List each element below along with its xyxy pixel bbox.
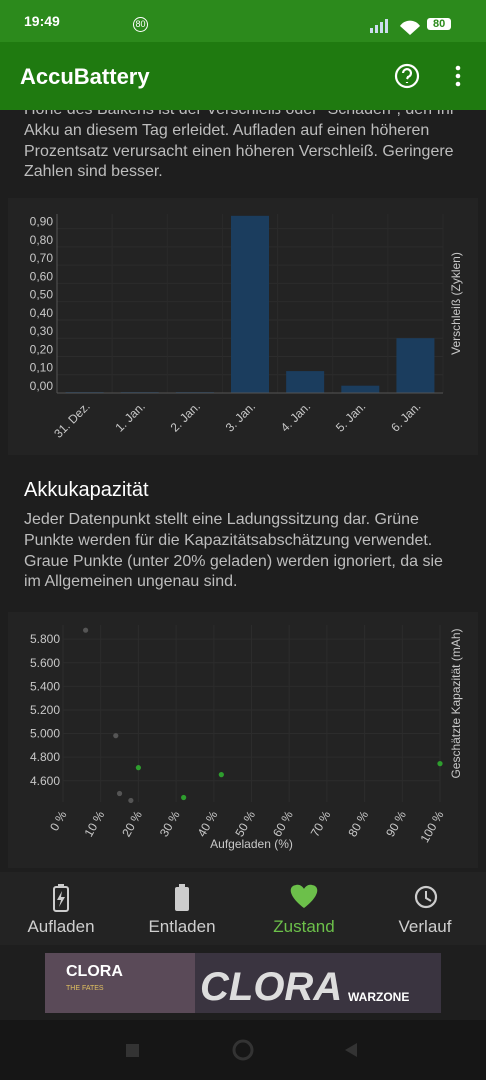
y-tick-label: 0,30 <box>30 324 54 338</box>
data-point <box>83 627 89 633</box>
y-tick-label: 0,40 <box>30 306 54 320</box>
top-bars: 19:49 80 80 AccuBattery <box>0 0 486 110</box>
home-button[interactable] <box>232 1039 254 1061</box>
y-tick-label: 0,20 <box>30 342 54 356</box>
data-point <box>181 794 187 801</box>
ad-game: WARZONE <box>348 990 409 1004</box>
nav-icon-charging[interactable] <box>53 884 69 912</box>
y-axis-title: Geschätzte Kapazität (mAh) <box>449 628 463 778</box>
y-tick-label: 0,70 <box>30 251 54 265</box>
section-title: Akkukapazität <box>24 479 149 501</box>
y-tick-label: 0,60 <box>30 269 54 283</box>
ad-tagline: THE FATES <box>66 985 104 992</box>
status-bar: 19:49 80 80 <box>0 0 486 42</box>
capacity-card <box>8 612 478 868</box>
system-nav <box>0 1020 486 1080</box>
recents-button[interactable] <box>126 1044 139 1057</box>
y-tick-label: 5.000 <box>30 727 60 741</box>
data-point <box>128 797 134 804</box>
bottom-nav <box>0 872 486 945</box>
y-tick-label: 4.600 <box>30 774 60 788</box>
y-tick-label: 0,00 <box>30 379 54 393</box>
data-point <box>218 772 224 778</box>
nav-label[interactable]: Zustand <box>273 917 334 936</box>
back-button[interactable] <box>345 1043 357 1057</box>
nav-label[interactable]: Aufladen <box>27 917 94 936</box>
bar <box>341 385 380 393</box>
nav-icon-battery[interactable] <box>175 884 189 911</box>
notification-badge: 80 <box>133 17 148 32</box>
y-tick-label: 5.600 <box>30 656 60 670</box>
nav-label[interactable]: Entladen <box>148 917 215 936</box>
bar <box>396 338 435 393</box>
nav-icon-health[interactable] <box>290 884 318 908</box>
nav-label[interactable]: Verlauf <box>399 917 452 936</box>
y-axis-title: Verschleiß (Zyklen) <box>449 252 463 355</box>
ad-brand-small: CLORA <box>66 963 123 980</box>
app-actions[interactable] <box>390 56 470 96</box>
status-time: 19:49 <box>24 13 60 29</box>
data-point <box>116 790 123 797</box>
nav-icon-history[interactable] <box>414 885 438 909</box>
ad-art <box>45 953 195 1013</box>
y-tick-label: 4.800 <box>30 750 60 764</box>
y-tick-label: 0,10 <box>30 361 54 375</box>
bar <box>231 215 269 393</box>
y-tick-label: 0,80 <box>30 233 54 247</box>
bar <box>286 371 325 393</box>
data-point <box>135 765 141 771</box>
app-title: AccuBattery <box>20 64 150 89</box>
signal-wifi <box>370 19 420 35</box>
battery-indicator: 80 <box>427 18 452 30</box>
ad-brand: CLORA <box>200 965 342 1009</box>
data-point <box>437 761 443 767</box>
y-tick-label: 5.400 <box>30 679 60 693</box>
app-bar: AccuBattery <box>0 42 486 110</box>
y-tick-label: 0,50 <box>30 288 54 302</box>
x-axis-title: Aufgeladen (%) <box>210 837 293 851</box>
y-tick-label: 5.800 <box>30 632 60 646</box>
data-point <box>113 733 119 739</box>
wear-description: Höhe des Balkens ist der Verschleiß oder… <box>24 101 455 181</box>
y-tick-label: 5.200 <box>30 703 60 717</box>
capacity-description: Jeder Datenpunkt stellt eine Ladungssitz… <box>24 511 443 591</box>
y-tick-label: 0,90 <box>30 215 54 229</box>
